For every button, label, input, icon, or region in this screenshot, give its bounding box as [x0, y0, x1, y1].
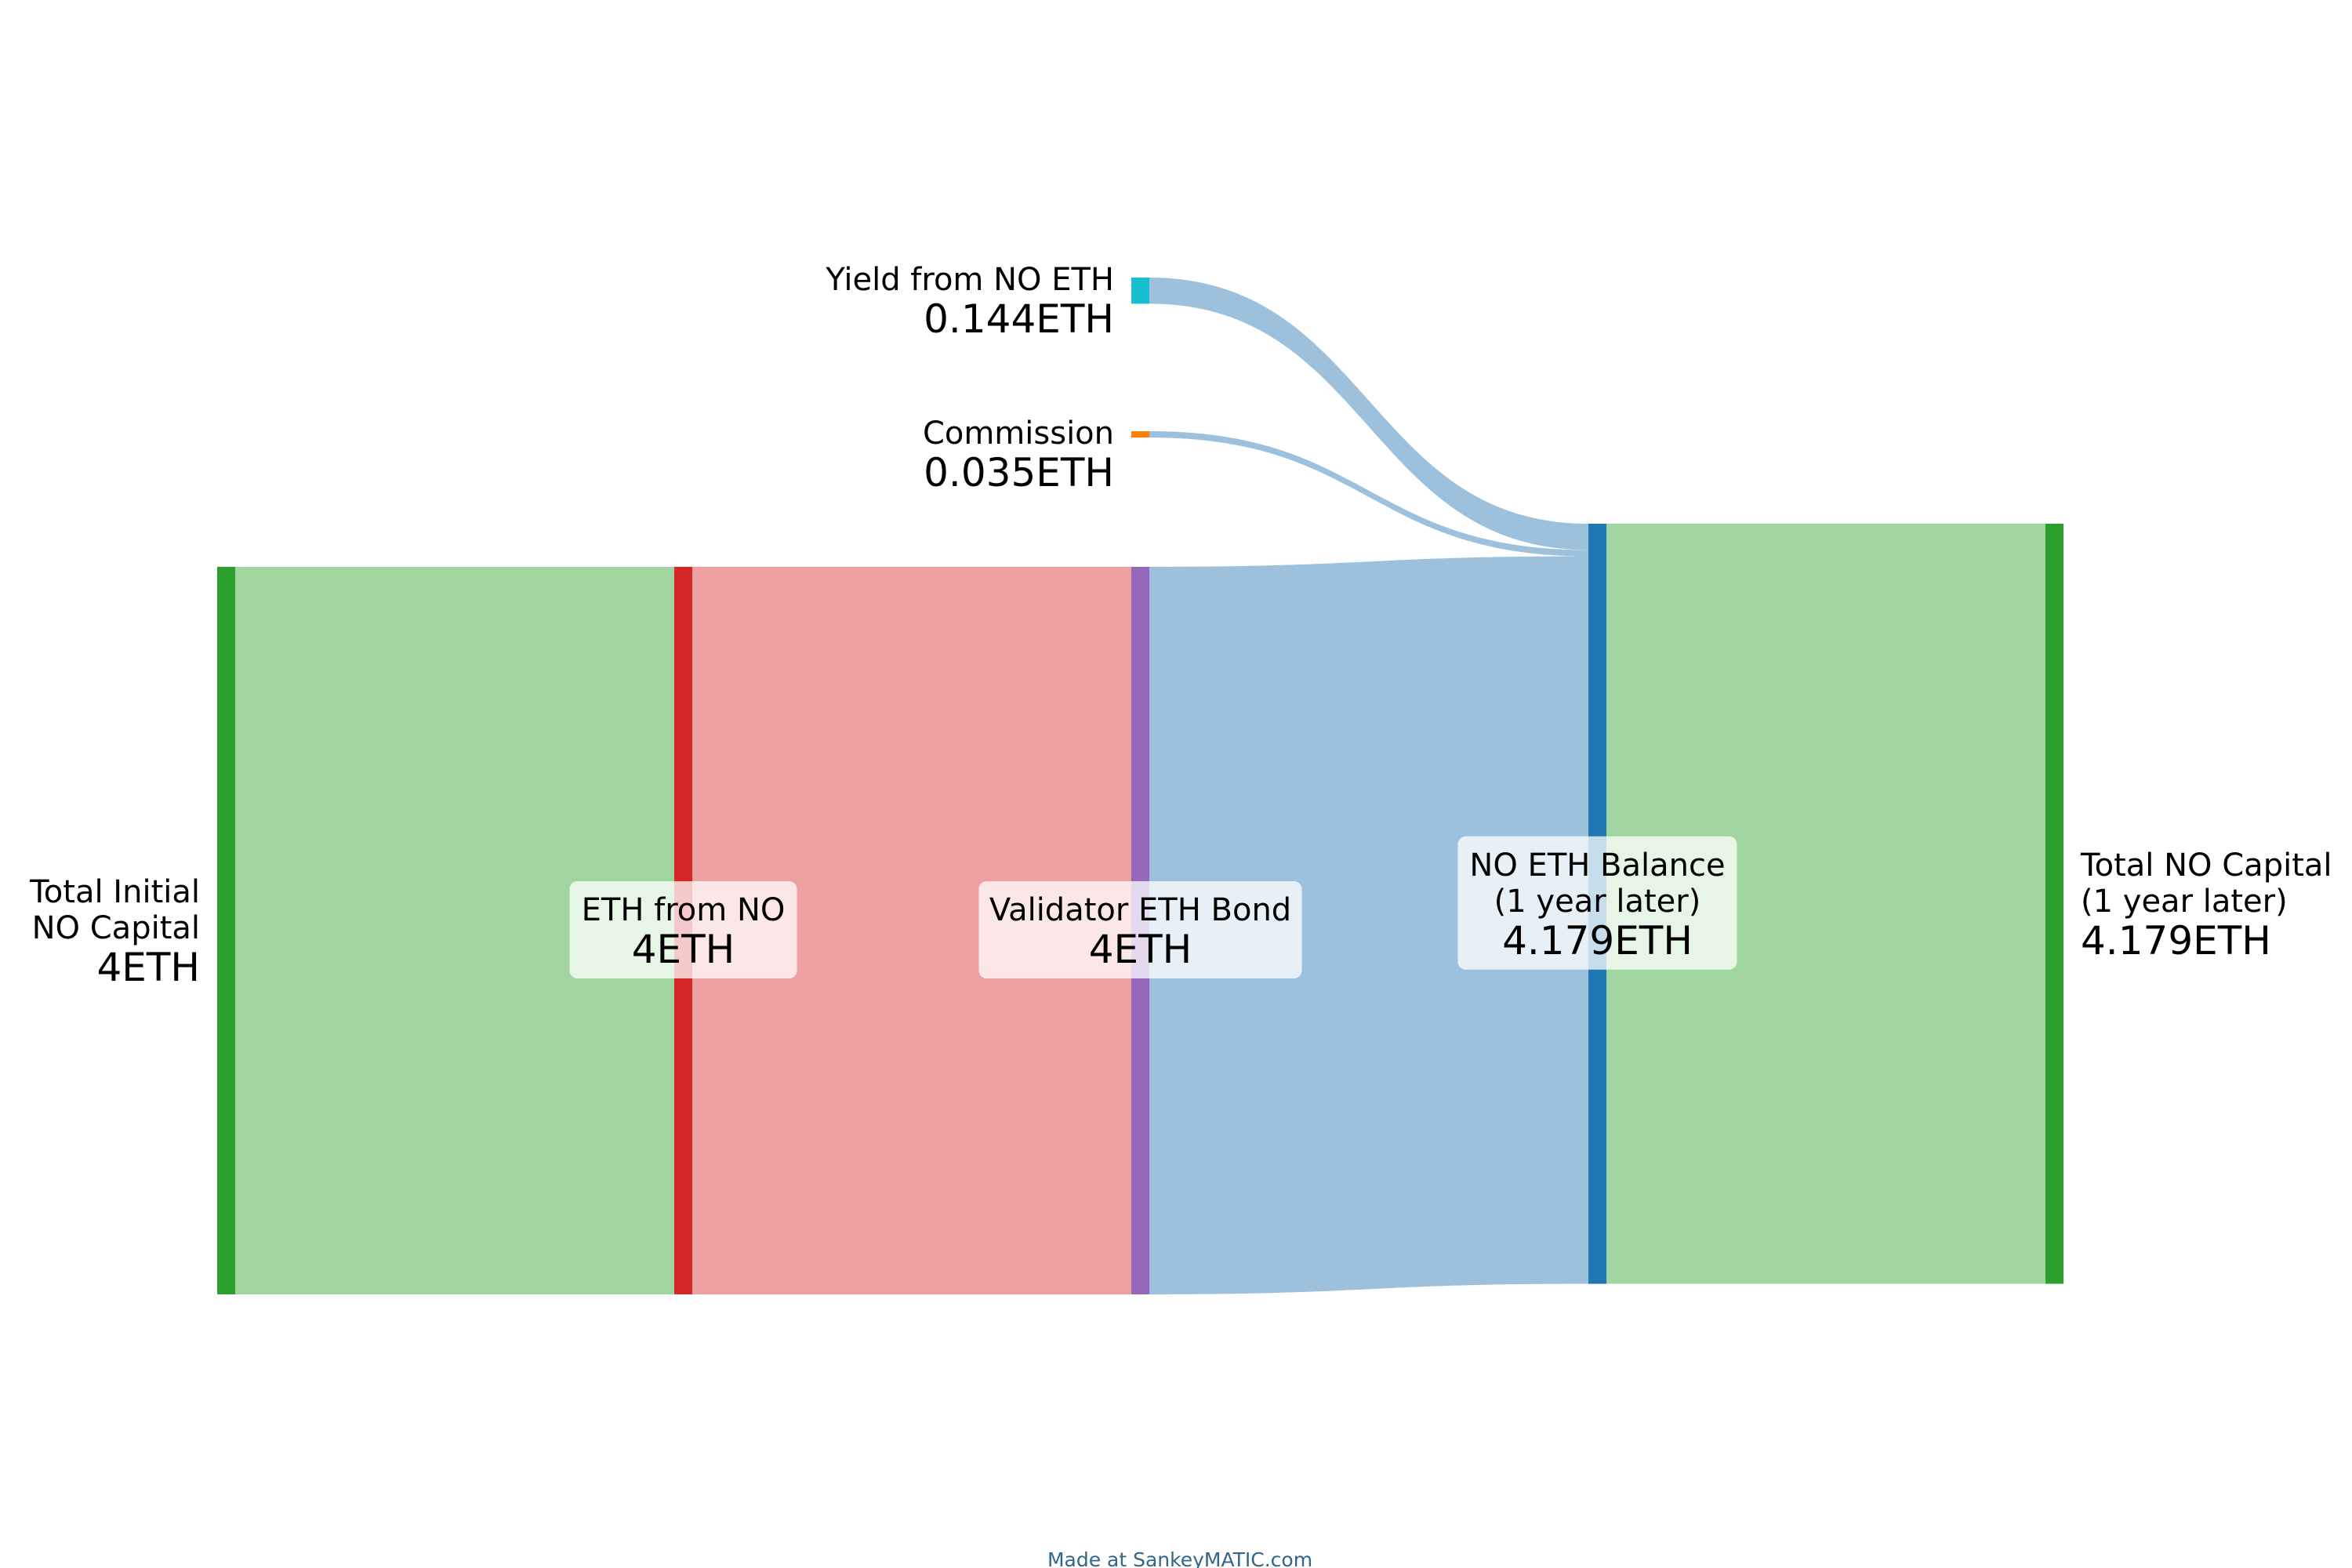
- node-name-line: Validator ETH Bond: [989, 892, 1291, 928]
- label-total-no-capital: Total NO Capital(1 year later)4.179ETH: [2080, 848, 2332, 964]
- label-box-eth-from-no: [569, 881, 797, 978]
- node-value: 4.179ETH: [2081, 918, 2271, 964]
- node-name-line: (1 year later): [1494, 884, 1701, 920]
- node-value: 4.179ETH: [1502, 918, 1693, 964]
- node-value: 4ETH: [96, 945, 200, 990]
- node-total-no-capital: [2045, 524, 2063, 1284]
- label-box-no-eth-balance: [1457, 836, 1737, 970]
- node-name-line: Commission: [923, 416, 1114, 452]
- flow-eth-from-no-to-validator-bond: [692, 567, 1131, 1294]
- node-yield: [1131, 278, 1149, 304]
- node-total-initial: [217, 567, 235, 1294]
- node-name-line: Yield from NO ETH: [825, 262, 1114, 298]
- label-no-eth-balance: NO ETH Balance(1 year later)4.179ETH: [1457, 836, 1737, 970]
- node-value: 0.035ETH: [924, 450, 1114, 495]
- nodes-layer: [217, 278, 2063, 1294]
- flow-yield-to-no-eth-balance: [1149, 278, 1588, 550]
- credit-text: Made at SankeyMATIC.com: [1047, 1548, 1312, 1568]
- node-name-line: (1 year later): [2081, 884, 2288, 920]
- label-box-validator-bond: [978, 881, 1302, 978]
- node-value: 4ETH: [632, 927, 735, 972]
- flow-validator-bond-to-no-eth-balance: [1149, 556, 1588, 1294]
- node-value: 4ETH: [1089, 927, 1192, 972]
- flow-total-initial-to-eth-from-no: [235, 567, 674, 1294]
- flows-layer: [235, 278, 2045, 1294]
- node-value: 0.144ETH: [924, 296, 1114, 342]
- node-name-line: NO Capital: [32, 910, 200, 946]
- node-commission: [1131, 431, 1149, 438]
- flow-commission-to-no-eth-balance: [1149, 431, 1588, 557]
- node-name-line: Total NO Capital: [2080, 848, 2332, 884]
- flow-no-eth-balance-to-total-no-capital: [1606, 524, 2045, 1284]
- node-name-line: NO ETH Balance: [1469, 848, 1725, 884]
- node-name-line: ETH from NO: [582, 892, 786, 928]
- node-name-line: Total Initial: [29, 874, 200, 910]
